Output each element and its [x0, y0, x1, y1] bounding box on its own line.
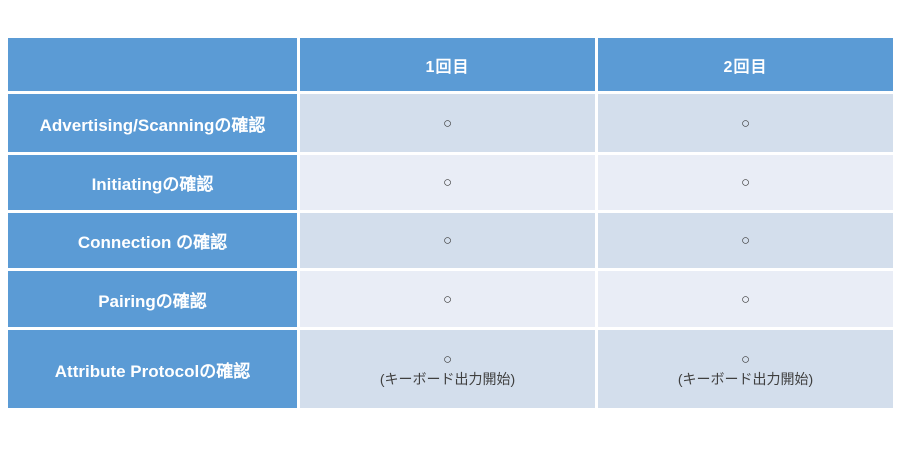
result-mark: ○: [442, 290, 453, 308]
result-mark: ○: [442, 232, 453, 249]
header-round1-label: 1回目: [425, 58, 470, 76]
result-cell: ○ (キーボード出力開始): [300, 330, 595, 408]
header-round2-label: 2回目: [723, 58, 768, 76]
result-mark: ○: [740, 350, 751, 368]
row-label-text: Attribute Protocolの確認: [54, 361, 251, 381]
result-cell: ○: [300, 94, 595, 152]
header-cell-round2: 2回目: [598, 38, 893, 91]
result-cell: ○: [300, 155, 595, 210]
row-label-pairing: Pairingの確認: [8, 271, 297, 327]
row-label-advertising-scanning: Advertising/Scanningの確認: [8, 94, 297, 152]
result-mark: ○: [442, 174, 453, 191]
result-cell: ○: [598, 94, 893, 152]
result-cell: ○: [598, 213, 893, 268]
test-results-table: 1回目 2回目 Advertising/Scanningの確認 ○ ○ Init…: [8, 38, 893, 408]
header-corner-cell: [8, 38, 297, 91]
result-cell: ○ (キーボード出力開始): [598, 330, 893, 408]
row-label-connection: Connection の確認: [8, 213, 297, 268]
result-mark: ○: [442, 114, 453, 132]
row-label-text: Connection の確認: [77, 233, 228, 252]
row-label-initiating: Initiatingの確認: [8, 155, 297, 210]
result-cell: ○: [300, 213, 595, 268]
result-mark: ○: [740, 290, 751, 308]
result-mark: ○: [442, 350, 453, 368]
result-cell: ○: [598, 271, 893, 327]
row-label-text: Pairingの確認: [98, 291, 207, 311]
result-note: (キーボード出力開始): [379, 370, 516, 387]
result-mark: ○: [740, 114, 751, 132]
result-mark: ○: [740, 174, 751, 191]
result-cell: ○: [300, 271, 595, 327]
row-label-text: Initiatingの確認: [91, 175, 214, 194]
row-label-text: Advertising/Scanningの確認: [39, 115, 266, 135]
row-label-attribute-protocol: Attribute Protocolの確認: [8, 330, 297, 408]
result-mark: ○: [740, 232, 751, 249]
result-note: (キーボード出力開始): [677, 370, 814, 387]
result-cell: ○: [598, 155, 893, 210]
header-cell-round1: 1回目: [300, 38, 595, 91]
